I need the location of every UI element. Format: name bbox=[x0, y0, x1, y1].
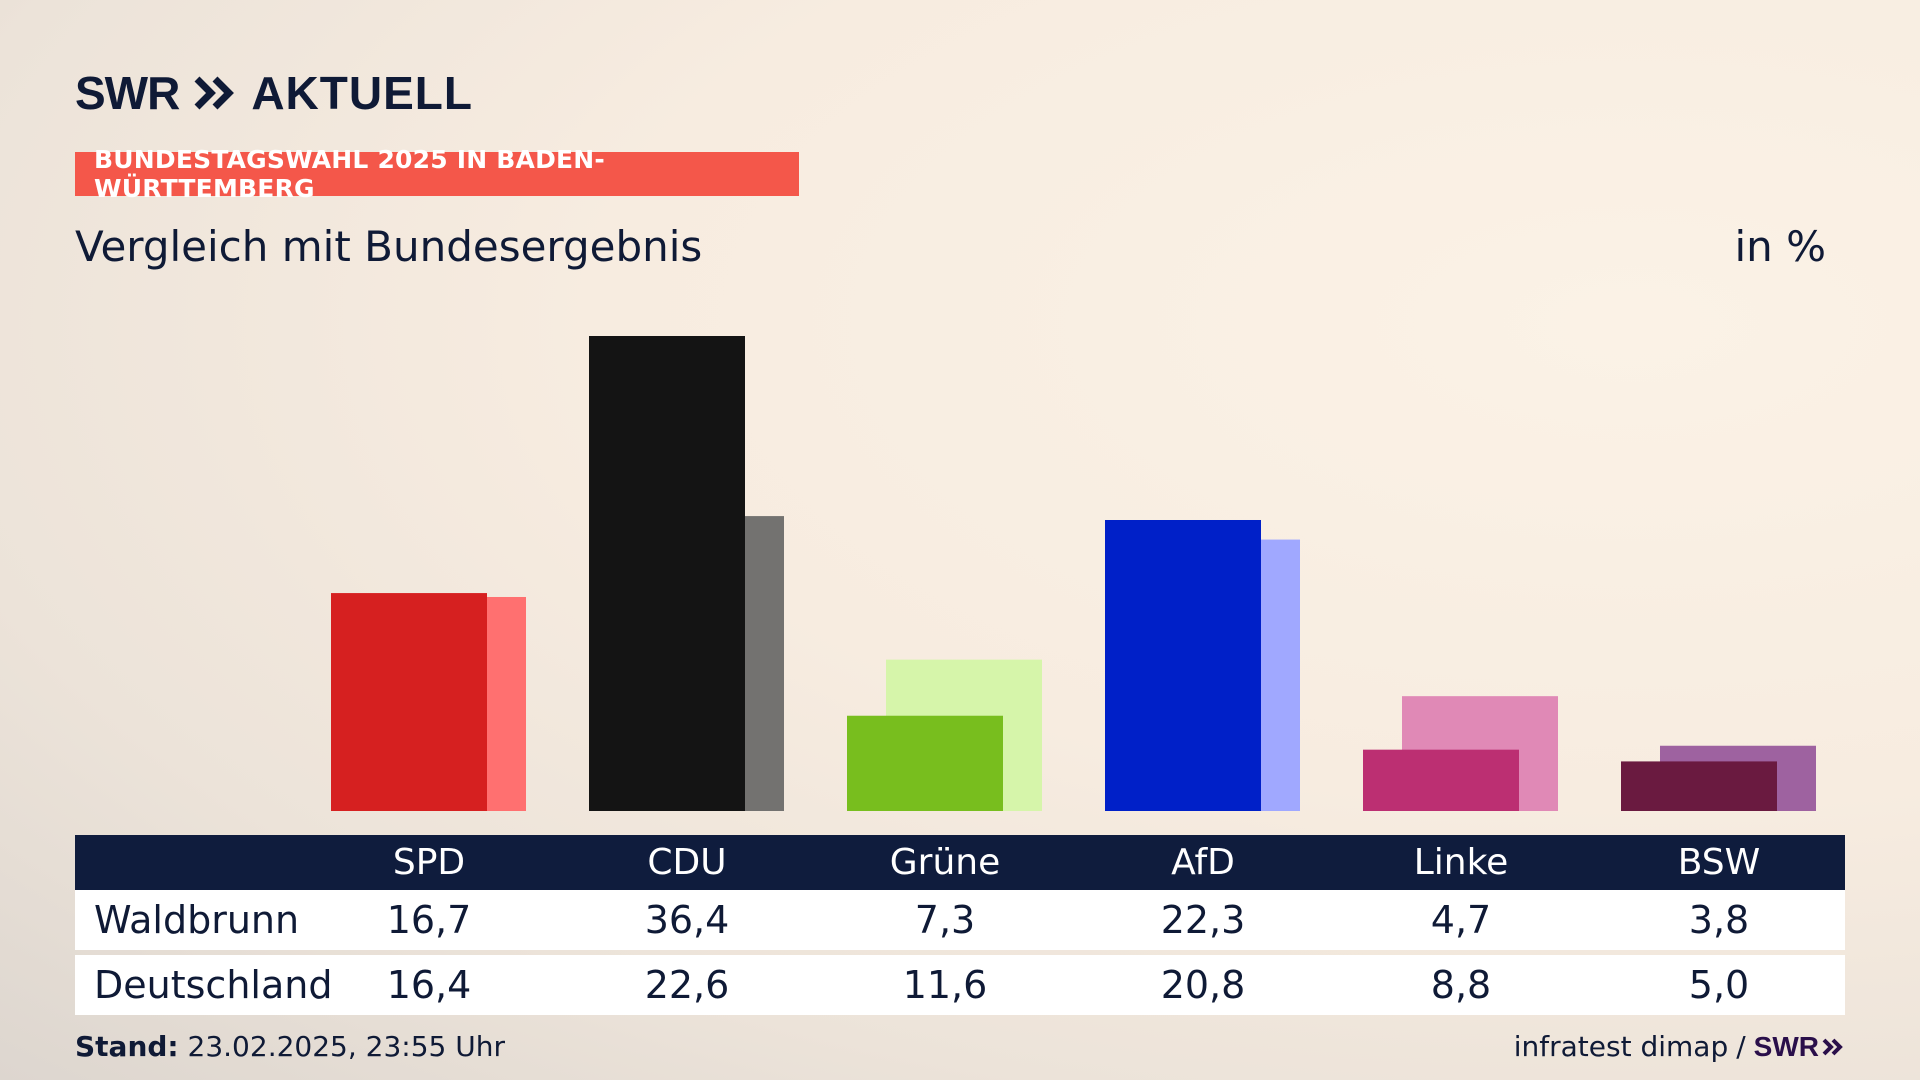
row-label: Deutschland bbox=[94, 963, 333, 1007]
logo-aktuell-text: AKTUELL bbox=[251, 67, 473, 119]
bar-waldbrunn-1 bbox=[589, 336, 745, 811]
header-cell: BSW bbox=[1677, 842, 1761, 883]
footer-swr-text: SWR bbox=[1753, 1030, 1819, 1062]
value-cell: 20,8 bbox=[1160, 963, 1246, 1007]
header-cell: AfD bbox=[1171, 842, 1235, 883]
header-cell: Linke bbox=[1413, 842, 1509, 883]
header-cell: SPD bbox=[392, 842, 466, 883]
bar-waldbrunn-3 bbox=[1105, 519, 1261, 811]
value-cell: 36,4 bbox=[644, 898, 730, 942]
value-cell: 3,8 bbox=[1688, 898, 1750, 942]
value-cell: 8,8 bbox=[1430, 963, 1492, 1007]
bar-waldbrunn-2 bbox=[847, 715, 1003, 811]
header-cell: Grüne bbox=[889, 842, 1001, 883]
bar-waldbrunn-5 bbox=[1621, 761, 1777, 811]
source-text: infratest dimap bbox=[1513, 1030, 1729, 1063]
source-separator: / bbox=[1736, 1030, 1746, 1063]
table-header-row: SPD CDU Grüne AfD Linke BSW bbox=[75, 835, 1845, 890]
value-cell: 16,7 bbox=[386, 898, 472, 942]
table-row-deutschland: Deutschland 16,4 22,6 11,6 20,8 8,8 5,0 bbox=[75, 955, 1845, 1015]
logo-swr-text: SWR bbox=[75, 67, 180, 119]
bar-waldbrunn-4 bbox=[1363, 749, 1519, 811]
header-cell: CDU bbox=[647, 842, 727, 883]
chart-subtitle: Vergleich mit Bundesergebnis bbox=[75, 222, 703, 271]
value-cell: 11,6 bbox=[902, 963, 988, 1007]
swr-aktuell-logo: SWR AKTUELL bbox=[75, 66, 473, 120]
unit-label: in % bbox=[1734, 222, 1826, 271]
stand-value: 23.02.2025, 23:55 Uhr bbox=[187, 1030, 505, 1063]
value-cell: 22,6 bbox=[644, 963, 730, 1007]
bar-chart bbox=[331, 336, 1816, 811]
timestamp: Stand: 23.02.2025, 23:55 Uhr bbox=[75, 1030, 505, 1063]
results-table: SPD CDU Grüne AfD Linke BSW Waldbrunn 16,7 36,… bbox=[75, 835, 1845, 1015]
double-chevron-icon bbox=[1822, 1038, 1843, 1055]
value-cell: 4,7 bbox=[1430, 898, 1492, 942]
bar-waldbrunn-0 bbox=[331, 593, 487, 811]
double-chevron-icon bbox=[194, 76, 235, 110]
row-label: Waldbrunn bbox=[94, 898, 300, 942]
table-row-waldbrunn: Waldbrunn 16,7 36,4 7,3 22,3 4,7 3,8 bbox=[75, 890, 1845, 950]
value-cell: 7,3 bbox=[914, 898, 976, 942]
value-cell: 16,4 bbox=[386, 963, 472, 1007]
stand-label: Stand: bbox=[75, 1030, 179, 1063]
footer-swr-logo: SWR bbox=[1754, 1031, 1844, 1063]
value-cell: 5,0 bbox=[1688, 963, 1750, 1007]
value-cell: 22,3 bbox=[1160, 898, 1246, 942]
source-credit: infratest dimap / SWR bbox=[1514, 1030, 1844, 1063]
